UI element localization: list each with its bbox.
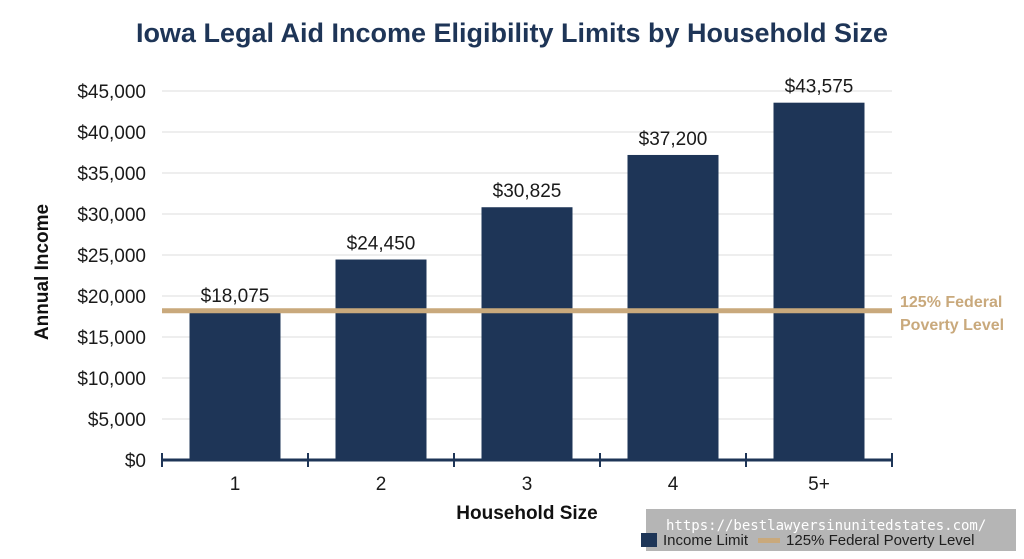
bar [189, 311, 281, 460]
reference-line-label: Poverty Level [900, 317, 1004, 334]
legend-item-poverty-level: 125% Federal Poverty Level [758, 532, 974, 549]
legend: Income Limit 125% Federal Poverty Level [641, 531, 974, 549]
bar [773, 102, 865, 460]
y-tick-label: $30,000 [77, 205, 146, 226]
x-tick-label: 1 [230, 474, 241, 495]
y-axis-title: Annual Income [32, 204, 53, 340]
bar-value-label: $43,575 [785, 77, 854, 98]
legend-label-income-limit: Income Limit [663, 531, 749, 549]
reference-line-label: 125% Federal [900, 294, 1002, 311]
bar [481, 207, 573, 460]
bar-value-label: $37,200 [639, 129, 708, 150]
chart-title: Iowa Legal Aid Income Eligibility Limits… [135, 18, 889, 48]
y-tick-label: $0 [125, 451, 146, 472]
bar-value-label: $18,075 [201, 286, 270, 307]
bar-value-label: $30,825 [493, 181, 562, 202]
x-tick-label: 3 [522, 474, 533, 495]
y-tick-label: $15,000 [77, 328, 146, 349]
y-tick-label: $10,000 [77, 369, 146, 390]
line-swatch-icon [758, 537, 781, 543]
bar-swatch-icon [641, 533, 657, 547]
y-tick-label: $25,000 [77, 246, 146, 267]
watermark-url: https://bestlawyersinunitedstates.com/ [666, 518, 987, 534]
y-tick-label: $20,000 [77, 287, 146, 308]
x-axis-title: Household Size [456, 503, 597, 524]
legend-label-poverty-level: 125% Federal Poverty Level [786, 531, 975, 549]
legend-item-income-limit: Income Limit [641, 532, 748, 549]
x-tick-label: 2 [376, 474, 387, 495]
y-tick-label: $5,000 [88, 410, 146, 431]
bar [627, 154, 719, 460]
y-tick-label: $35,000 [77, 164, 146, 185]
x-tick-label: 5+ [808, 474, 830, 495]
bar [335, 259, 427, 460]
y-tick-label: $40,000 [77, 123, 146, 144]
watermark-bar [646, 509, 1016, 551]
bar-value-label: $24,450 [347, 234, 416, 255]
x-tick-label: 4 [668, 474, 679, 495]
y-tick-label: $45,000 [77, 82, 146, 103]
